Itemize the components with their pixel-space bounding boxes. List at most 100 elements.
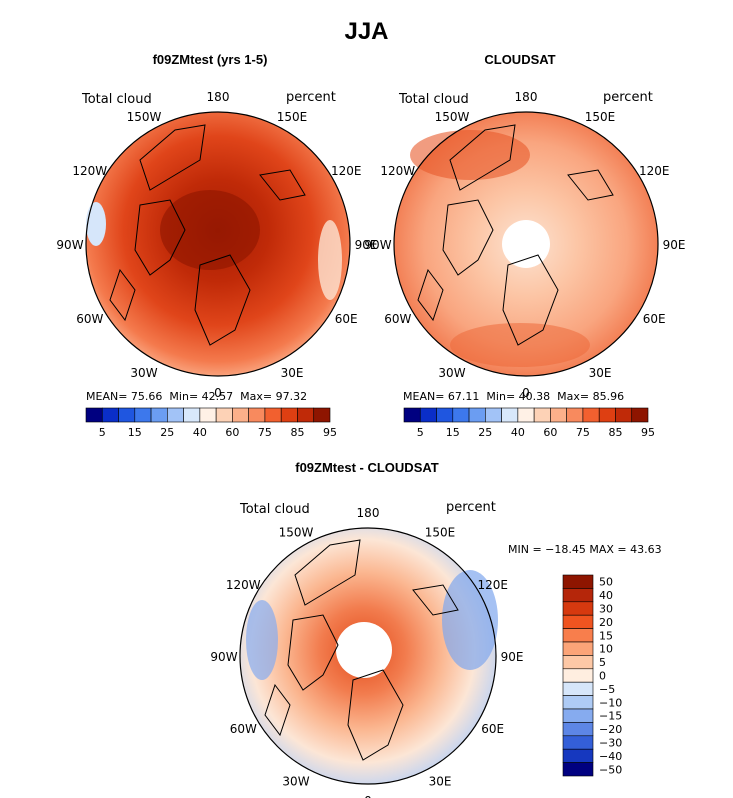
lon-label-diff: 90W — [210, 650, 237, 664]
map-obs-high-region-south — [450, 323, 590, 367]
colorbar-diff-label: −10 — [599, 696, 622, 709]
colorbar-model-swatch — [85, 407, 103, 423]
colorbar-diff-label: −20 — [599, 723, 622, 736]
colorbar-obs-swatch — [533, 407, 551, 423]
colorbar-obs-swatch — [550, 407, 567, 423]
map-obs-high-region-north — [410, 130, 530, 180]
colorbar-diff-swatch — [562, 668, 594, 683]
lon-label-diff: 60W — [230, 722, 257, 736]
colorbar-diff-swatch — [562, 614, 594, 629]
colorbar-obs-swatch — [452, 407, 470, 423]
lon-label-diff: 90E — [501, 650, 524, 664]
colorbar-obs-swatch — [631, 407, 649, 423]
colorbar-diff-swatch — [562, 628, 594, 643]
panel-model-field-label: Total cloud — [82, 92, 152, 107]
colorbar-obs-label: 5 — [417, 426, 424, 439]
panel-model-stats: MEAN= 75.66 Min= 42.57 Max= 97.32 — [86, 390, 308, 403]
colorbar-diff-label: 50 — [599, 576, 613, 589]
colorbar-model-label: 60 — [225, 426, 239, 439]
colorbar-diff-swatch — [562, 762, 594, 777]
map-model-peak-region — [160, 190, 260, 270]
colorbar-model-label: 15 — [128, 426, 142, 439]
panel-diff-units-label: percent — [446, 500, 496, 515]
colorbar-obs-swatch — [501, 407, 519, 423]
colorbar-obs-swatch — [615, 407, 633, 423]
lon-label-diff: 30W — [282, 775, 309, 789]
colorbar-diff-label: 10 — [599, 643, 613, 656]
lon-label-model: 150E — [277, 110, 308, 124]
panel-title-diff: f09ZMtest - CLOUDSAT — [295, 460, 439, 475]
colorbar-model-label: 40 — [193, 426, 207, 439]
lon-label-diff: 180 — [357, 506, 380, 520]
colorbar-diff-swatch — [562, 681, 594, 696]
colorbar-obs-swatch — [403, 407, 421, 423]
lon-label-obs: 150W — [435, 110, 470, 124]
lon-label-model: 90E — [355, 238, 378, 252]
map-model-border — [85, 111, 351, 377]
colorbar-obs-swatch — [517, 407, 535, 423]
colorbar-obs-swatch — [598, 407, 616, 423]
colorbar-model-swatch — [297, 407, 315, 423]
panel-obs-stats: MEAN= 67.11 Min= 40.38 Max= 85.96 — [403, 390, 625, 403]
colorbar-model-label: 85 — [291, 426, 305, 439]
lon-label-obs: 120W — [380, 164, 415, 178]
colorbar-obs-label: 75 — [576, 426, 590, 439]
colorbar-obs-swatch — [485, 407, 502, 423]
colorbar-model-swatch — [134, 407, 152, 423]
colorbar-model-swatch — [215, 407, 233, 423]
lon-label-diff: 0 — [364, 794, 372, 798]
lon-label-model: 180 — [207, 90, 230, 104]
colorbar-diff-label: −30 — [599, 737, 622, 750]
colorbar-diff-swatch — [562, 641, 594, 656]
lon-label-obs: 0 — [522, 386, 530, 400]
lon-label-model: 60W — [76, 312, 103, 326]
colorbar-model-swatch — [183, 407, 201, 423]
colorbar-obs-label: 15 — [446, 426, 460, 439]
map-model-light-region — [318, 220, 342, 300]
colorbar-diff-label: −15 — [599, 710, 622, 723]
colorbar-obs-swatch — [419, 407, 437, 423]
colorbar-diff-label: 30 — [599, 603, 613, 616]
lon-label-diff: 150E — [425, 525, 456, 539]
map-obs — [393, 111, 659, 377]
colorbar-obs-label: 25 — [478, 426, 492, 439]
colorbar-model-label: 5 — [99, 426, 106, 439]
colorbar-diff-label: −40 — [599, 750, 622, 763]
lon-label-model: 30W — [130, 366, 157, 380]
lon-label-diff: 60E — [481, 722, 504, 736]
lon-label-obs: 30E — [589, 366, 612, 380]
map-model — [85, 111, 351, 377]
colorbar-model-label: 75 — [258, 426, 272, 439]
lon-label-obs: 180 — [515, 90, 538, 104]
lon-label-obs: 60E — [643, 312, 666, 326]
colorbar-diff-swatch — [562, 574, 594, 589]
colorbar-diff-swatch — [562, 708, 594, 723]
colorbar-diff-swatch — [562, 601, 594, 616]
colorbar-diff-label: −5 — [599, 683, 615, 696]
colorbar-obs-swatch — [436, 407, 454, 423]
map-diff — [239, 527, 498, 785]
panel-obs-units-label: percent — [603, 90, 653, 105]
lon-label-obs: 150E — [585, 110, 616, 124]
panel-diff-minmax: MIN = −18.45 MAX = 43.63 — [508, 543, 662, 556]
colorbar-model-swatch — [232, 407, 249, 423]
lon-label-model: 30E — [281, 366, 304, 380]
lon-label-obs: 90W — [364, 238, 391, 252]
colorbar-diff-label: −50 — [599, 763, 622, 776]
colorbar-obs-swatch — [468, 407, 486, 423]
colorbar-obs-swatch — [582, 407, 600, 423]
colorbar-obs-label: 60 — [543, 426, 557, 439]
colorbar-model-label: 95 — [323, 426, 337, 439]
colorbar-obs-label: 95 — [641, 426, 655, 439]
map-obs-missing-pole — [502, 220, 550, 268]
colorbar-model-swatch — [264, 407, 282, 423]
lon-label-obs: 90E — [663, 238, 686, 252]
panel-diff-field-label: Total cloud — [240, 502, 310, 517]
colorbar-model-swatch — [150, 407, 168, 423]
colorbar-diff-label: 15 — [599, 629, 613, 642]
panel-title-model: f09ZMtest (yrs 1-5) — [152, 52, 268, 67]
colorbar-diff-label: 40 — [599, 589, 613, 602]
colorbar-diff-swatch — [562, 735, 594, 750]
lon-label-model: 120E — [331, 164, 362, 178]
